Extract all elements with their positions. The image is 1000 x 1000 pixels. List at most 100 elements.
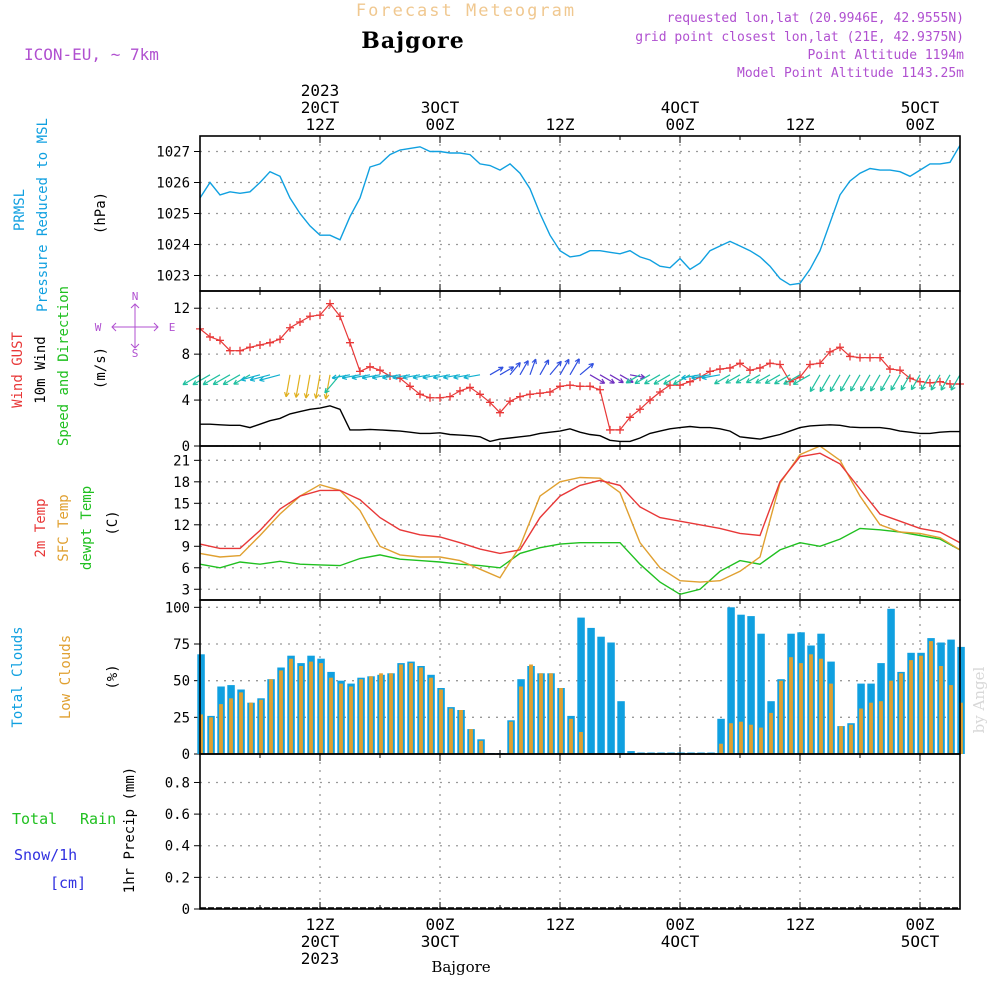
- temperature-y-tick-label: 3: [182, 582, 190, 598]
- wind-gust-point: [456, 386, 464, 395]
- temperature-labels: 2m Temp SFC Temp dewpt Temp (C): [33, 486, 121, 570]
- wind-direction-arrow: [783, 374, 801, 385]
- compass-east: E: [169, 321, 176, 334]
- low-clouds-bar: [359, 679, 363, 754]
- low-clouds-bar: [549, 673, 553, 754]
- clouds-y-tick-label: 25: [173, 710, 190, 726]
- time-label-top: 2023: [301, 81, 340, 100]
- total-label: Total: [12, 810, 57, 828]
- wind-direction-arrow: [725, 374, 741, 384]
- pressure-y-tick-label: 1023: [156, 269, 190, 285]
- low-clouds-bar: [289, 658, 293, 754]
- precip-y-tick-label: 0.6: [165, 807, 190, 823]
- wind-gust-point: [256, 340, 264, 349]
- wind-gust-point: [206, 332, 214, 341]
- wind-gust-point: [376, 366, 384, 375]
- precip-y-tick-label: 0.4: [165, 839, 190, 855]
- low-clouds-bar: [339, 683, 343, 754]
- low-clouds-bar: [919, 655, 923, 754]
- location-title: Bajgore: [361, 28, 464, 54]
- total-clouds-bar: [717, 718, 725, 754]
- plot-layer: 1023102410251026102704812369121518210255…: [156, 81, 965, 968]
- wind-gust-point: [506, 397, 514, 406]
- low-clouds-bar: [849, 724, 853, 754]
- total-clouds-bar: [737, 614, 745, 754]
- time-label-top: 12Z: [546, 115, 575, 134]
- temp-2m-line: [199, 452, 961, 555]
- wind-gust-point: [746, 366, 754, 375]
- wind-direction-arrow: [463, 374, 481, 380]
- time-label-bottom: 4OCT: [661, 932, 700, 951]
- wind-direction-arrow: [259, 374, 281, 382]
- wind-gust-point: [596, 385, 604, 394]
- wind-gust-point: [646, 396, 654, 405]
- wind-direction-arrow: [792, 374, 811, 385]
- wind-direction-arrow: [382, 374, 401, 380]
- low-clouds-bar: [309, 661, 313, 754]
- wind-direction-arrow: [240, 374, 261, 382]
- precip-y-tick-label: 0: [182, 902, 190, 918]
- low-clouds-bar: [839, 726, 843, 754]
- wind-direction-arrow: [202, 374, 221, 386]
- time-label-top: 4OCT: [661, 98, 700, 117]
- wind-direction-arrow: [529, 358, 537, 376]
- wind-direction-arrow: [764, 374, 781, 384]
- wind-direction-arrow: [499, 366, 515, 376]
- low-clouds-bar: [399, 664, 403, 754]
- wind-gust-point: [266, 338, 274, 347]
- wind-direction-arrow: [701, 374, 721, 381]
- temperature-y-tick-label: 9: [182, 539, 190, 555]
- wind-direction-arrow: [313, 374, 321, 399]
- wind-direction-arrow: [489, 366, 504, 376]
- wind-direction-arrow: [950, 374, 961, 391]
- snow-unit-label: [cm]: [50, 874, 86, 892]
- wind-direction-arrow: [755, 374, 771, 384]
- wind-gust-point: [936, 377, 944, 386]
- low-clouds-bar: [959, 702, 963, 754]
- total-clouds-bar: [627, 751, 635, 754]
- clouds-y-tick-label: 0: [182, 747, 190, 763]
- low-clouds-bar: [299, 666, 303, 754]
- temperature-y-tick-label: 18: [173, 475, 190, 491]
- wind-direction-arrow: [713, 374, 731, 385]
- time-label-top: 12Z: [786, 115, 815, 134]
- wind-gust-line: [199, 302, 960, 431]
- wind-direction-arrow: [371, 374, 391, 380]
- wind-direction-arrow: [599, 374, 615, 384]
- wind-gust-point: [656, 388, 664, 397]
- time-label-top: 20CT: [301, 98, 340, 117]
- wind-gust-point: [556, 382, 564, 391]
- wind-labels: Wind GUST 10m Wind Speed and Direction (…: [10, 286, 175, 446]
- low-clouds-bar: [819, 658, 823, 754]
- precip-labels: Total Rain Snow/1h [cm] 1hr Precip (mm): [12, 767, 138, 893]
- wind-direction-arrow: [900, 374, 911, 391]
- low-clouds-bar: [239, 692, 243, 754]
- bottom-location-label: Bajgore: [431, 958, 490, 976]
- low-clouds-bar: [519, 686, 523, 754]
- wind-direction-arrow: [331, 374, 351, 380]
- low-clouds-bar: [779, 680, 783, 754]
- wind-gust-point: [916, 377, 924, 386]
- pressure-unit: (hPa): [93, 192, 109, 234]
- low-clouds-bar: [249, 702, 253, 754]
- time-label-bottom: 2023: [301, 949, 340, 968]
- wind-direction-arrow: [870, 374, 881, 392]
- wind-direction-arrow: [809, 374, 821, 393]
- low-clouds-bar: [459, 710, 463, 754]
- total-clouds-bar: [597, 636, 605, 754]
- low-clouds-bar: [449, 708, 453, 754]
- wind-gust-point: [466, 383, 474, 392]
- time-label-top: 00Z: [426, 115, 455, 134]
- sfc-temp-line: [199, 445, 961, 583]
- wind-gust-point: [336, 312, 344, 321]
- wind-gust-point: [446, 392, 454, 401]
- time-label-top: 00Z: [906, 115, 935, 134]
- low-clouds-bar: [389, 673, 393, 754]
- low-clouds-bar: [409, 663, 413, 754]
- snow-label: Snow/1h: [14, 846, 77, 864]
- wind-gust-point: [776, 360, 784, 369]
- precip-frame: [199, 753, 961, 910]
- wind-direction-arrow: [653, 374, 671, 385]
